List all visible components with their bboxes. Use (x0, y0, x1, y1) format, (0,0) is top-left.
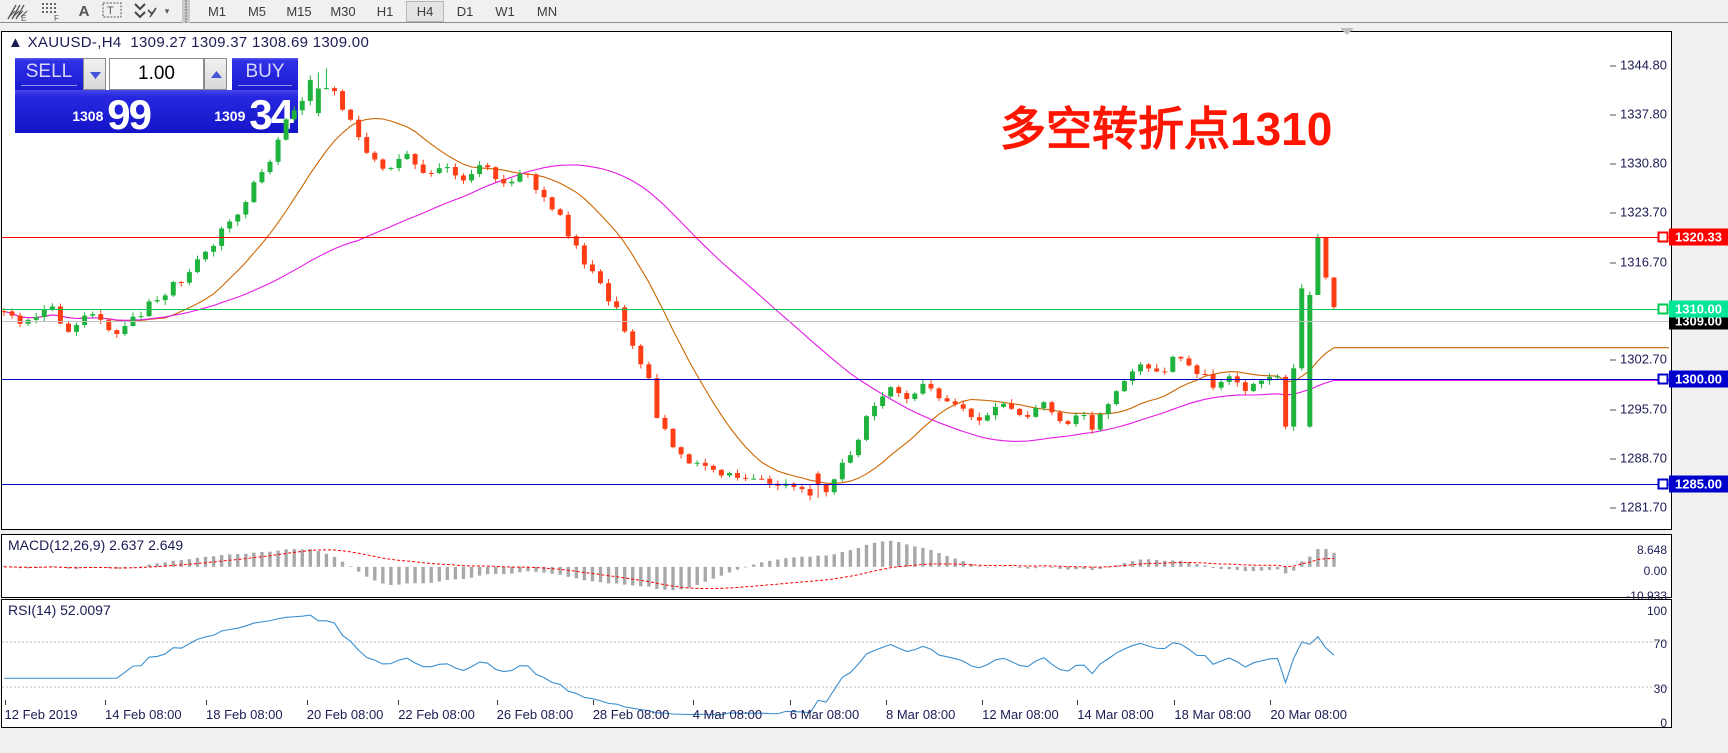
svg-text:T: T (107, 5, 114, 17)
svg-text:E: E (21, 14, 26, 22)
svg-text:F: F (54, 14, 59, 22)
